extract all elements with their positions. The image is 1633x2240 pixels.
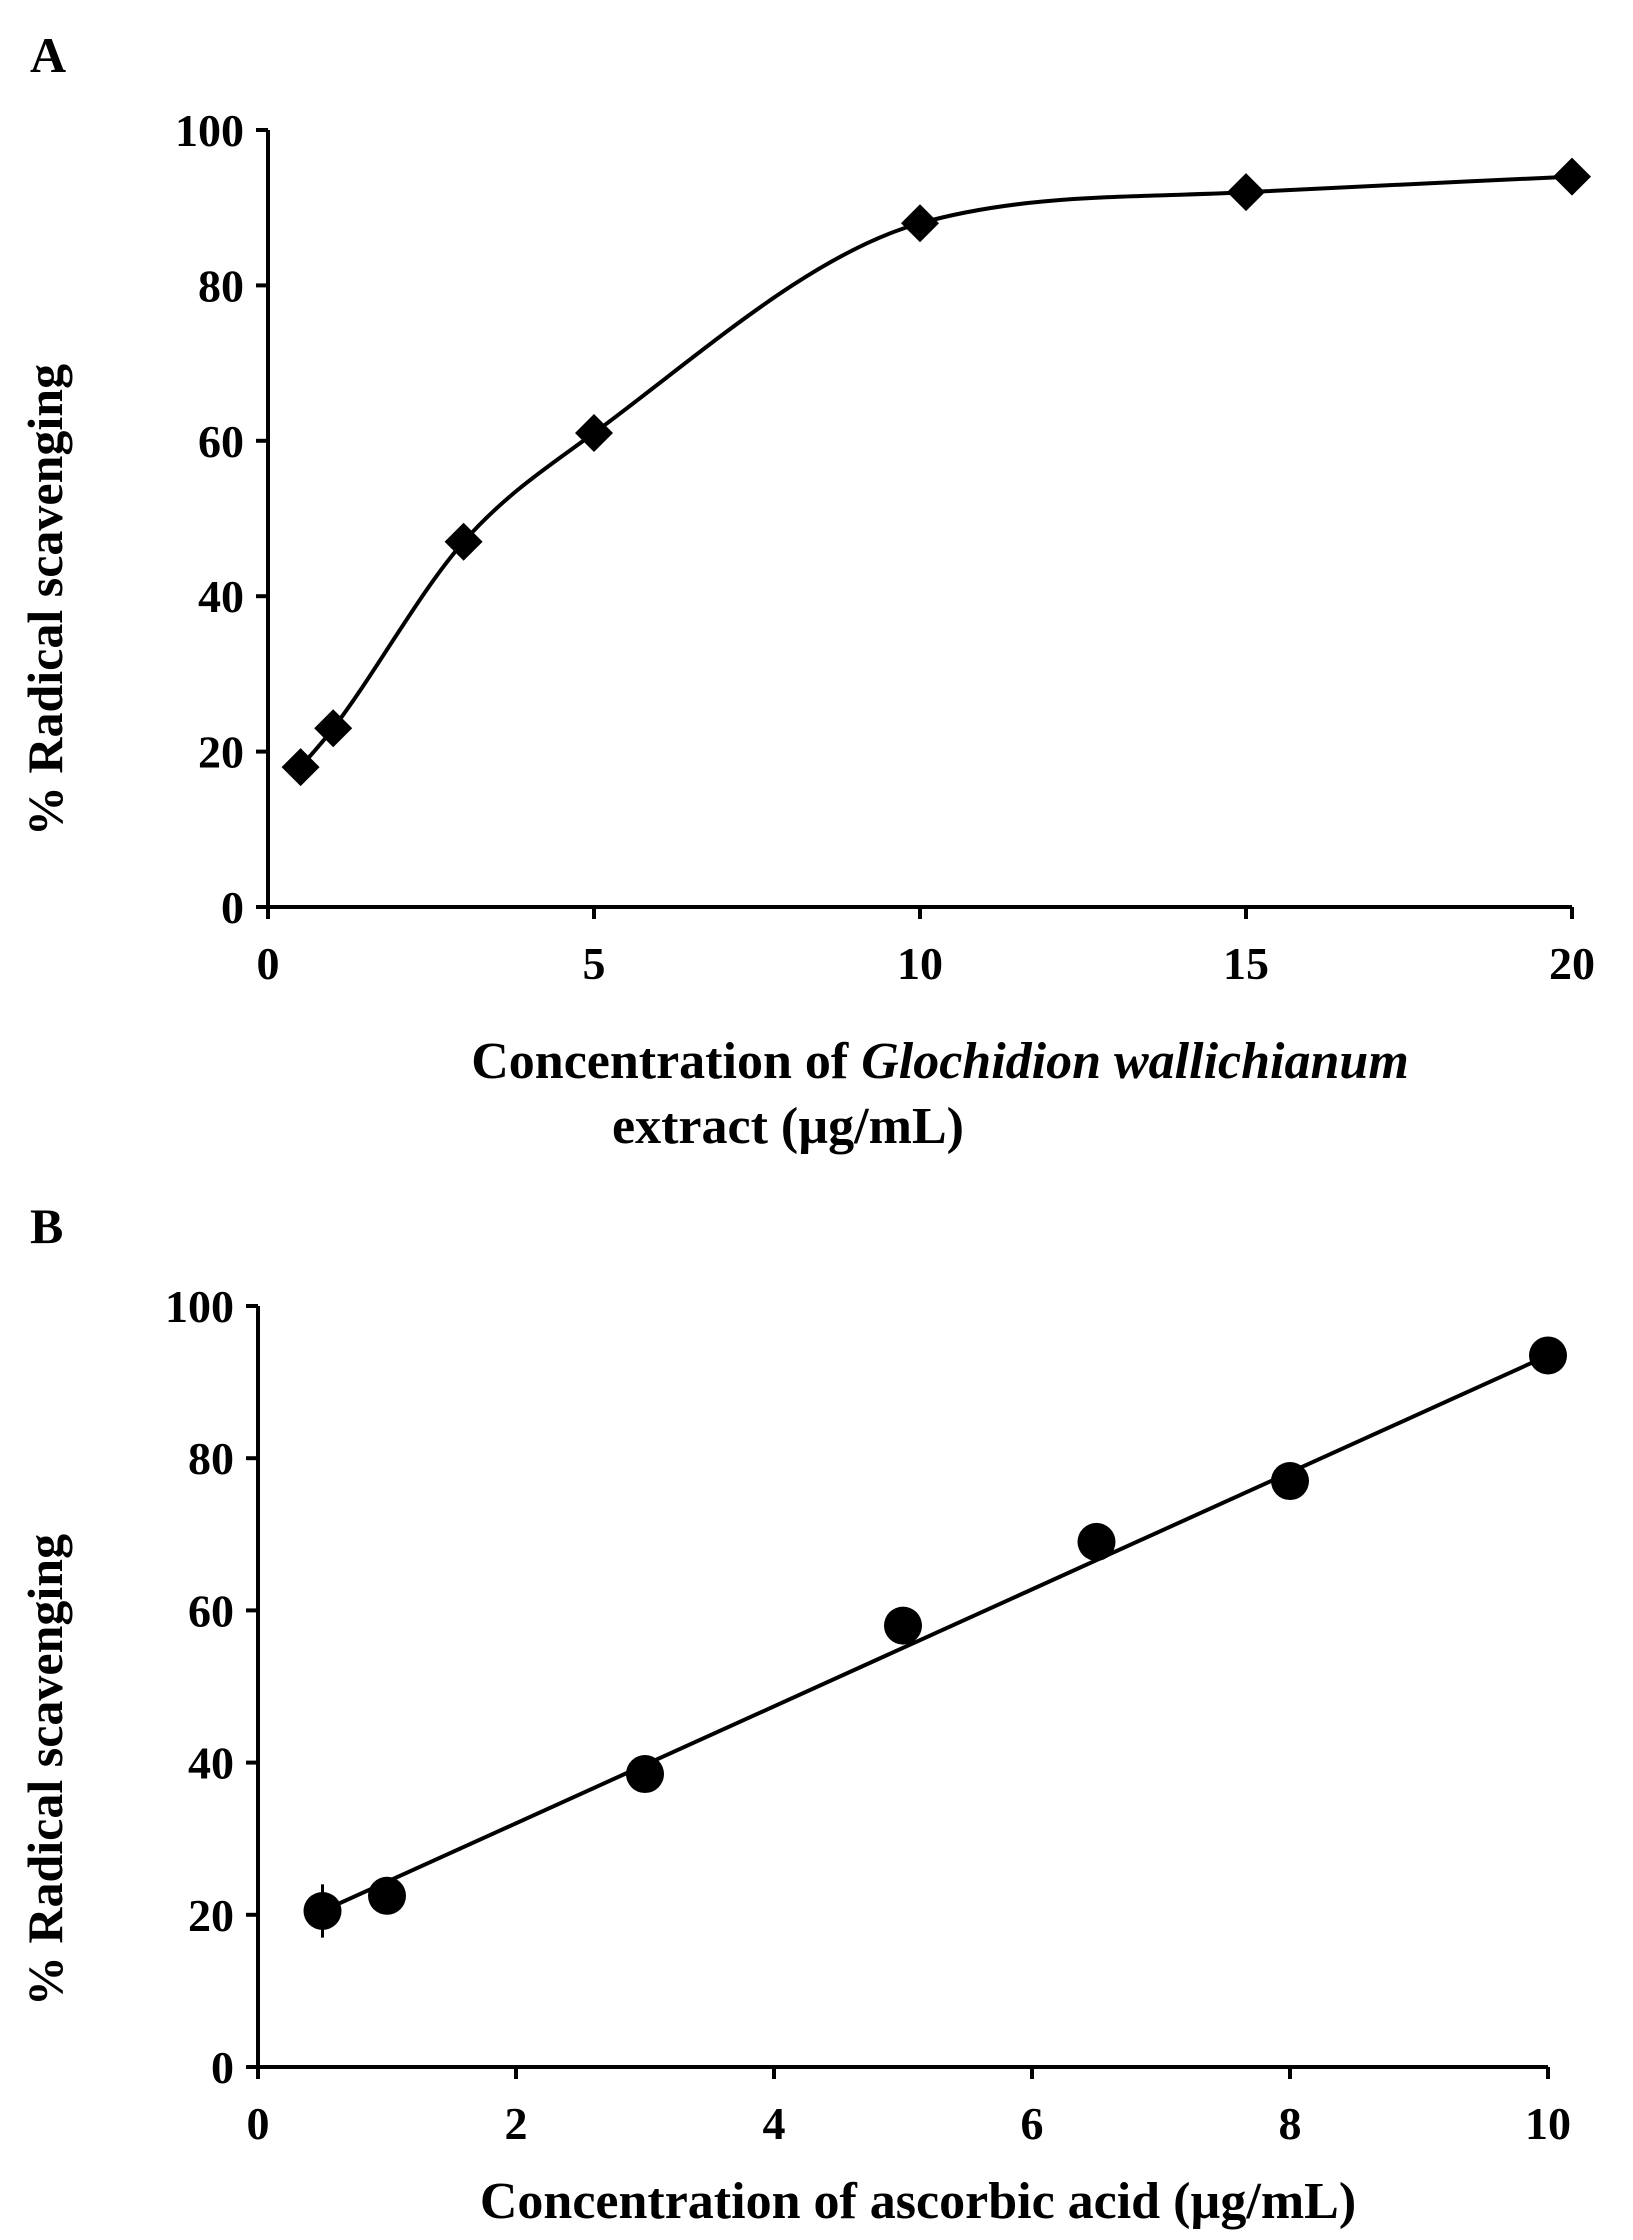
panel-a-y-tick-label: 40: [198, 571, 244, 622]
data-point-diamond: [444, 522, 483, 561]
panel-a-y-tick-label: 100: [175, 105, 244, 156]
data-point-diamond: [575, 414, 613, 453]
panel-a-axes: [266, 130, 1572, 909]
panel-b-y-tick-label: 20: [188, 1890, 234, 1941]
panel-a-fit-curve: [299, 174, 1573, 769]
panel-b-x-axis-label: Concentration of ascorbic acid (µg/mL): [480, 2173, 1356, 2230]
data-point-circle: [368, 1876, 406, 1915]
panel-b-data-points: [303, 1336, 1567, 1930]
panel-b-x-ticks: 0 2 4 6 8 10: [247, 2067, 1571, 2149]
panel-b-y-ticks: 0 20 40 60 80 100: [165, 1281, 258, 2093]
panel-a-y-axis-label: % Radical scavenging: [17, 364, 73, 836]
data-point-circle: [1077, 1522, 1116, 1561]
panel-a-y-tick-label: 0: [221, 882, 244, 933]
panel-a-x-tick-label: 20: [1549, 938, 1595, 989]
panel-a-y-tick-label: 80: [198, 260, 244, 311]
panel-a-label: A: [30, 27, 66, 83]
panel-a-x-axis-label-line1: Concentration of Glochidion wallichianum: [471, 1033, 1409, 1090]
panel-b-x-tick-label: 4: [763, 2098, 786, 2149]
panel-b-y-axis-label: % Radical scavenging: [17, 1534, 73, 2006]
panel-b-y-tick-label: 100: [165, 1281, 234, 1332]
panel-b-y-tick-label: 60: [188, 1585, 234, 1636]
panel-a-x-tick-label: 5: [583, 938, 606, 989]
data-point-circle: [626, 1755, 664, 1794]
panel-b-x-tick-label: 10: [1525, 2098, 1571, 2149]
panel-b-fit-line: [321, 1353, 1549, 1913]
panel-a-x-tick-label: 10: [897, 938, 943, 989]
panel-b-x-tick-label: 6: [1021, 2098, 1044, 2149]
panel-a-y-tick-label: 60: [198, 416, 244, 467]
panel-a-data-points: [281, 157, 1591, 787]
panel-a-y-ticks: 0 20 40 60 80 100: [175, 105, 268, 933]
data-point-diamond: [314, 709, 353, 748]
panel-b-chart: B 0 20 40 60 80 100 0 2 4 6 8 10 % Radical scaveng…: [17, 1198, 1571, 2230]
data-point-circle: [1271, 1462, 1309, 1501]
panel-b-y-tick-label: 0: [211, 2042, 234, 2093]
panel-a-x-ticks: 0 5 10 15 20: [257, 907, 1595, 989]
panel-b-x-tick-label: 0: [247, 2098, 270, 2149]
data-point-circle: [884, 1606, 922, 1645]
panel-b-x-tick-label: 2: [505, 2098, 528, 2149]
data-point-diamond: [901, 204, 939, 243]
panel-a-chart: A 0 20 40 60 80 100 0 5 10 15 20 % Radical scaven…: [17, 27, 1595, 1155]
data-point-diamond: [1227, 173, 1265, 212]
panel-b-axes: [256, 1306, 1548, 2069]
data-point-circle: [303, 1891, 342, 1930]
panel-b-y-tick-label: 80: [188, 1433, 234, 1484]
data-point-diamond: [281, 748, 320, 787]
panel-a-x-tick-label: 15: [1223, 938, 1269, 989]
panel-a-x-axis-label-line2: extract (µg/mL): [612, 1098, 964, 1155]
data-point-circle: [1529, 1336, 1567, 1375]
panel-b-x-tick-label: 8: [1279, 2098, 1302, 2149]
panel-a-x-tick-label: 0: [257, 938, 280, 989]
panel-b-label: B: [30, 1198, 63, 1254]
data-point-diamond: [1553, 157, 1591, 196]
panel-b-y-tick-label: 40: [188, 1738, 234, 1789]
panel-a-y-tick-label: 20: [198, 727, 244, 778]
